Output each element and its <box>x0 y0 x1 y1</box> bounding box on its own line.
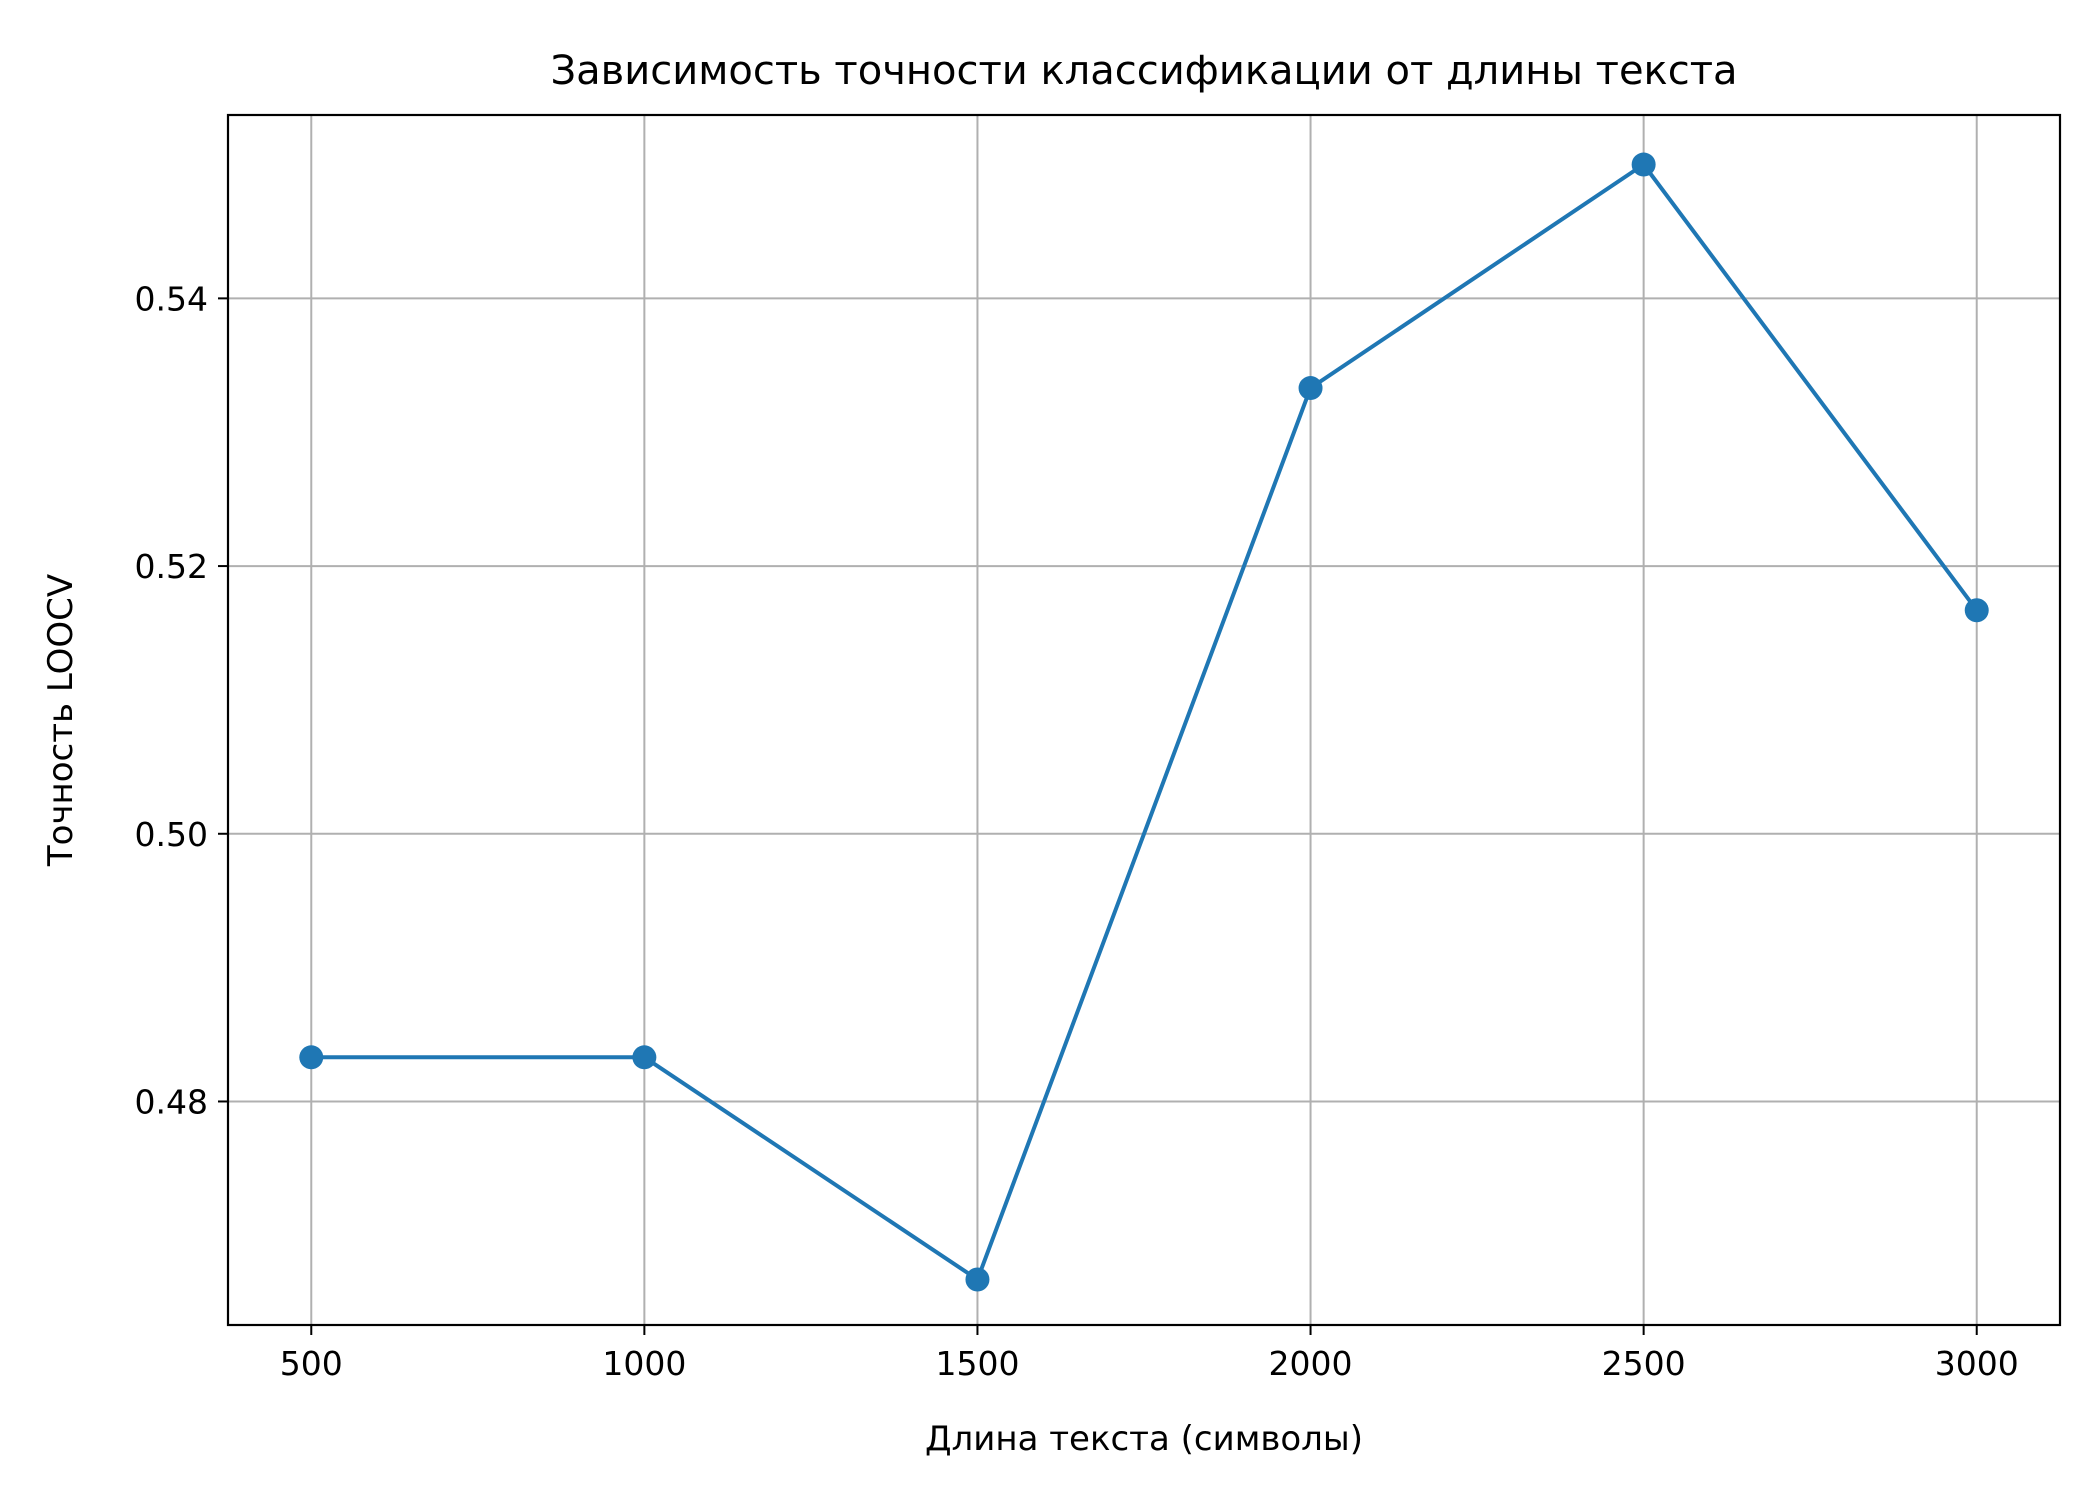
chart-title: Зависимость точности классификации от дл… <box>550 48 1737 94</box>
y-tick-label: 0.50 <box>135 815 208 854</box>
x-tick-label: 500 <box>280 1344 343 1383</box>
series-layer <box>299 152 1989 1292</box>
data-point <box>632 1045 657 1070</box>
x-axis-label: Длина текста (символы) <box>925 1419 1363 1459</box>
x-tick-label: 2500 <box>1602 1344 1686 1383</box>
x-tick-label: 3000 <box>1935 1344 2019 1383</box>
x-tick-label: 1500 <box>935 1344 1019 1383</box>
series-line <box>309 162 1979 1282</box>
grid <box>228 115 2060 1325</box>
y-tick-label: 0.48 <box>135 1082 208 1121</box>
data-point <box>1964 598 1989 623</box>
data-point <box>1298 376 1323 401</box>
x-axis: 500 1000 1500 2000 2500 3000 <box>280 1325 2019 1383</box>
data-point <box>1631 152 1656 177</box>
x-tick-label: 1000 <box>602 1344 686 1383</box>
y-tick-label: 0.54 <box>135 279 208 318</box>
data-point <box>299 1045 324 1070</box>
y-axis: 0.48 0.50 0.52 0.54 <box>135 279 228 1121</box>
data-point <box>965 1267 990 1292</box>
y-axis-label: Точность LOOCV <box>41 574 81 867</box>
plot-area-frame <box>226 113 2062 1327</box>
x-tick-label: 2000 <box>1269 1344 1353 1383</box>
y-tick-label: 0.52 <box>135 547 208 586</box>
